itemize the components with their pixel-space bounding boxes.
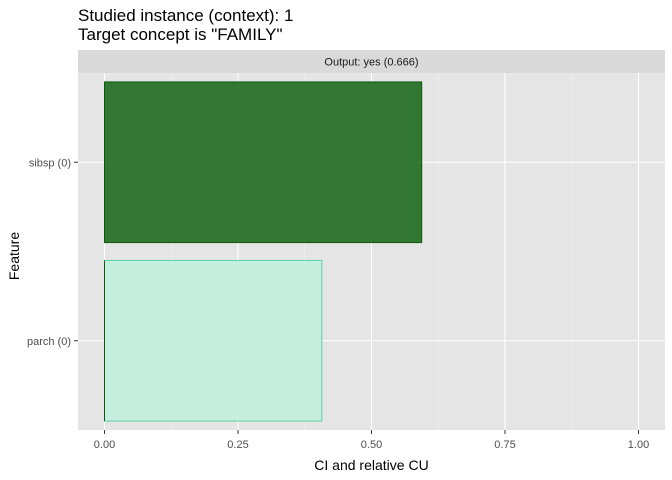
y-tick-label: sibsp (0)	[29, 157, 71, 169]
x-tick-label: 0.00	[94, 439, 115, 451]
chart-title: Studied instance (context): 1	[78, 6, 293, 25]
x-tick-label: 0.75	[494, 439, 515, 451]
x-tick-label: 1.00	[628, 439, 649, 451]
x-axis-title: CI and relative CU	[314, 457, 428, 473]
x-axis: 0.00 0.25 0.50 0.75 1.00	[94, 430, 649, 451]
y-axis-title: Feature	[6, 232, 22, 280]
chart-subtitle: Target concept is "FAMILY"	[78, 25, 283, 44]
y-axis: sibsp (0) parch (0)	[27, 157, 78, 348]
bar-sibsp	[104, 81, 423, 244]
facet-strip	[78, 50, 665, 73]
x-tick-label: 0.25	[227, 439, 248, 451]
bar-parch	[104, 259, 323, 422]
x-tick-label: 0.50	[361, 439, 382, 451]
y-tick-label: parch (0)	[27, 336, 71, 348]
bars	[104, 81, 423, 422]
facet-label: Output: yes (0.666)	[324, 57, 418, 69]
